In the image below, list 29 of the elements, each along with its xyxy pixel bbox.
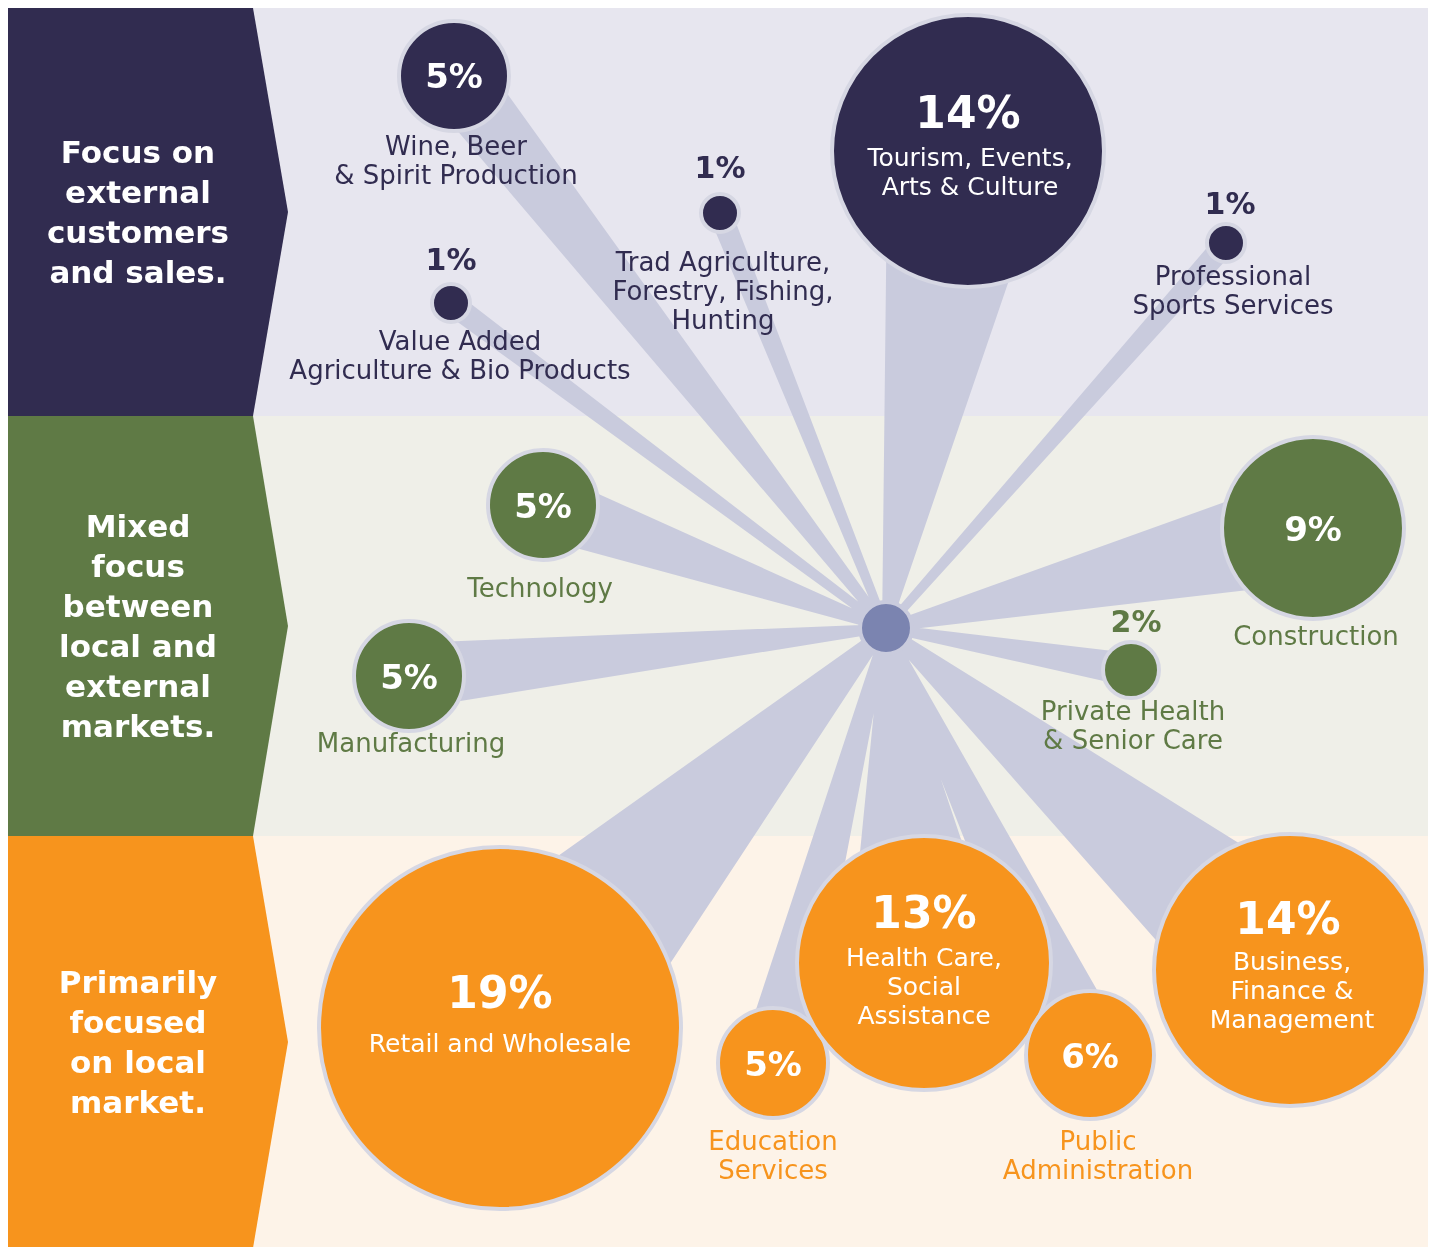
category-label: Private Health & Senior Care — [1040, 696, 1226, 755]
category-label: Technology — [466, 573, 613, 603]
data-label: 14% — [1235, 893, 1341, 944]
data-label: 14% — [915, 87, 1021, 138]
data-label: 1% — [694, 150, 746, 185]
data-label: 1% — [425, 242, 477, 277]
category-label: Professional Sports Services — [1132, 261, 1334, 320]
section-panel: Primarily focused on local market. — [8, 836, 288, 1247]
data-label: 13% — [871, 887, 977, 938]
data-label: 5% — [380, 657, 438, 697]
data-label: 5% — [425, 56, 483, 96]
section-panel: Mixed focus between local and external markets. — [8, 416, 288, 836]
category-label: Tourism, Events, Arts & Culture — [866, 143, 1073, 201]
data-label: 2% — [1110, 604, 1162, 639]
category-label: Business, Finance & Management — [1209, 947, 1375, 1034]
data-label: 9% — [1284, 509, 1342, 549]
category-label: Education Services — [708, 1126, 838, 1185]
category-label: Retail and Wholesale — [368, 1029, 632, 1058]
category-label: Construction — [1233, 621, 1399, 651]
data-label: 6% — [1061, 1036, 1119, 1076]
section-panel: Focus on external customers and sales. — [8, 8, 288, 416]
category-label: Public Administration — [1002, 1126, 1194, 1185]
data-label: 5% — [514, 486, 572, 526]
data-label: 1% — [1204, 186, 1256, 221]
category-label: Manufacturing — [316, 728, 506, 758]
category-label: Wine, Beer & Spirit Production — [334, 131, 578, 190]
data-label: 5% — [744, 1044, 802, 1084]
category-label: Health Care, Social Assistance — [846, 943, 1002, 1030]
data-label: 19% — [447, 967, 553, 1018]
